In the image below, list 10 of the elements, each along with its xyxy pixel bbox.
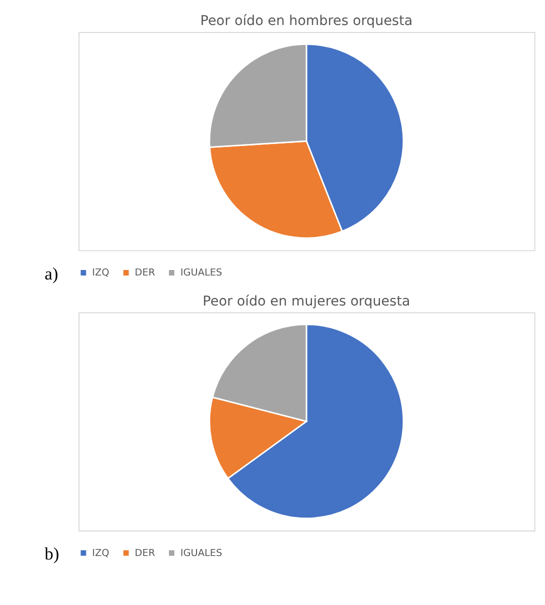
chart-title: Peor oído en hombres orquesta xyxy=(200,13,413,30)
legend-label: DER xyxy=(134,268,156,279)
legend-label: DER xyxy=(134,548,156,559)
legend-label: IZQ xyxy=(92,268,110,279)
legend-label: IZQ xyxy=(92,548,110,559)
legend-label: IGUALES xyxy=(180,268,222,279)
text: a) xyxy=(44,263,58,284)
text: b) xyxy=(44,544,60,564)
chart-title: Peor oído en mujeres orquesta xyxy=(202,293,410,310)
legend-label: IGUALES xyxy=(180,548,222,559)
